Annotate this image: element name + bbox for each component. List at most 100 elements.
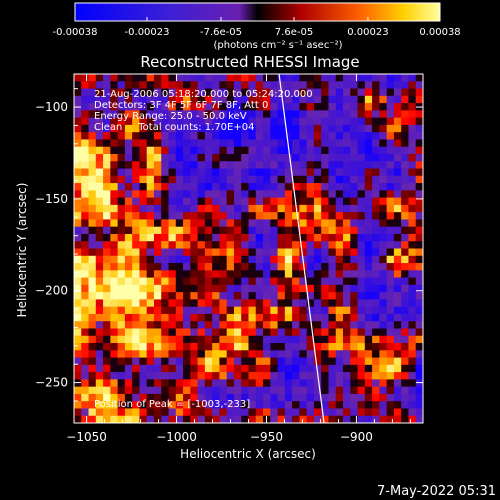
- heatmap-cell: [241, 212, 250, 221]
- heatmap-cell: [139, 270, 148, 279]
- heatmap-cell: [372, 313, 380, 322]
- heatmap-cell: [117, 343, 126, 351]
- heatmap-cell: [197, 168, 206, 177]
- heatmap-cell: [139, 124, 148, 133]
- heatmap-cell: [139, 204, 148, 213]
- heatmap-cell: [183, 292, 191, 300]
- heatmap-cell: [117, 255, 126, 264]
- heatmap-cell: [124, 263, 133, 271]
- heatmap-cell: [313, 364, 322, 373]
- heatmap-cell: [110, 364, 119, 373]
- heatmap-cell: [357, 284, 366, 293]
- heatmap-cell: [401, 270, 410, 279]
- heatmap-cell: [153, 284, 162, 293]
- heatmap-cell: [335, 357, 344, 366]
- heatmap-cell: [95, 197, 104, 206]
- heatmap-cell: [255, 110, 264, 119]
- heatmap-cell: [190, 255, 199, 264]
- heatmap-cell: [197, 313, 206, 322]
- heatmap-cell: [103, 284, 111, 293]
- heatmap-cell: [306, 219, 315, 228]
- heatmap-cell: [146, 401, 155, 410]
- heatmap-cell: [357, 103, 366, 111]
- heatmap-cell: [146, 103, 155, 111]
- heatmap-cell: [139, 81, 148, 90]
- heatmap-cell: [379, 124, 388, 133]
- heatmap-cell: [226, 226, 235, 235]
- heatmap-cell: [321, 284, 330, 293]
- heatmap-cell: [110, 343, 119, 351]
- heatmap-cell: [263, 357, 271, 366]
- heatmap-cell: [328, 292, 337, 300]
- heatmap-cell: [357, 146, 366, 155]
- heatmap-cell: [255, 408, 264, 417]
- heatmap-cell: [270, 139, 279, 148]
- heatmap-cell: [328, 306, 337, 315]
- heatmap-cell: [132, 117, 141, 126]
- heatmap-cell: [270, 393, 279, 402]
- heatmap-cell: [393, 233, 402, 242]
- heatmap-cell: [401, 146, 410, 155]
- heatmap-cell: [386, 124, 395, 133]
- heatmap-cell: [335, 299, 344, 308]
- heatmap-cell: [299, 364, 308, 373]
- heatmap-cell: [183, 81, 191, 90]
- heatmap-cell: [146, 357, 155, 366]
- heatmap-cell: [248, 190, 257, 199]
- heatmap-cell: [110, 226, 119, 235]
- heatmap-cell: [255, 313, 264, 322]
- heatmap-cell: [139, 284, 148, 293]
- heatmap-cell: [103, 350, 111, 359]
- heatmap-cell: [233, 313, 242, 322]
- heatmap-cell: [132, 248, 141, 257]
- heatmap-cell: [110, 153, 119, 162]
- heatmap-cell: [364, 284, 373, 293]
- heatmap-cell: [161, 81, 170, 90]
- heatmap-cell: [197, 103, 206, 111]
- heatmap-cell: [372, 88, 380, 97]
- heatmap-cell: [313, 197, 322, 206]
- heatmap-cell: [153, 248, 162, 257]
- heatmap-cell: [263, 110, 271, 119]
- heatmap-cell: [328, 233, 337, 242]
- heatmap-cell: [153, 74, 162, 82]
- heatmap-cell: [263, 270, 271, 279]
- heatmap-cell: [263, 183, 271, 191]
- heatmap-cell: [124, 204, 133, 213]
- heatmap-cell: [248, 379, 257, 388]
- heatmap-cell: [219, 233, 228, 242]
- heatmap-cell: [139, 335, 148, 344]
- heatmap-cell: [219, 212, 228, 221]
- heatmap-cell: [81, 284, 90, 293]
- heatmap-cell: [313, 321, 322, 330]
- heatmap-cell: [132, 132, 141, 141]
- heatmap-cell: [81, 81, 90, 90]
- heatmap-cell: [328, 132, 337, 141]
- heatmap-cell: [117, 95, 126, 104]
- heatmap-cell: [343, 88, 351, 97]
- heatmap-cell: [393, 139, 402, 148]
- heatmap-cell: [335, 190, 344, 199]
- heatmap-cell: [408, 335, 417, 344]
- heatmap-cell: [74, 226, 82, 235]
- heatmap-cell: [321, 197, 330, 206]
- heatmap-cell: [153, 241, 162, 250]
- heatmap-cell: [132, 226, 141, 235]
- heatmap-cell: [95, 393, 104, 402]
- heatmap-cell: [241, 175, 250, 184]
- heatmap-cell: [270, 263, 279, 271]
- heatmap-cell: [263, 124, 271, 133]
- heatmap-cell: [335, 379, 344, 388]
- heatmap-cell: [190, 175, 199, 184]
- heatmap-cell: [190, 299, 199, 308]
- heatmap-cell: [74, 364, 82, 373]
- heatmap-cell: [139, 190, 148, 199]
- heatmap-cell: [393, 393, 402, 402]
- heatmap-cell: [74, 110, 82, 119]
- heatmap-cell: [372, 95, 380, 104]
- heatmap-cell: [306, 95, 315, 104]
- heatmap-cell: [153, 364, 162, 373]
- heatmap-cell: [379, 117, 388, 126]
- heatmap-cell: [255, 190, 264, 199]
- heatmap-cell: [212, 132, 221, 141]
